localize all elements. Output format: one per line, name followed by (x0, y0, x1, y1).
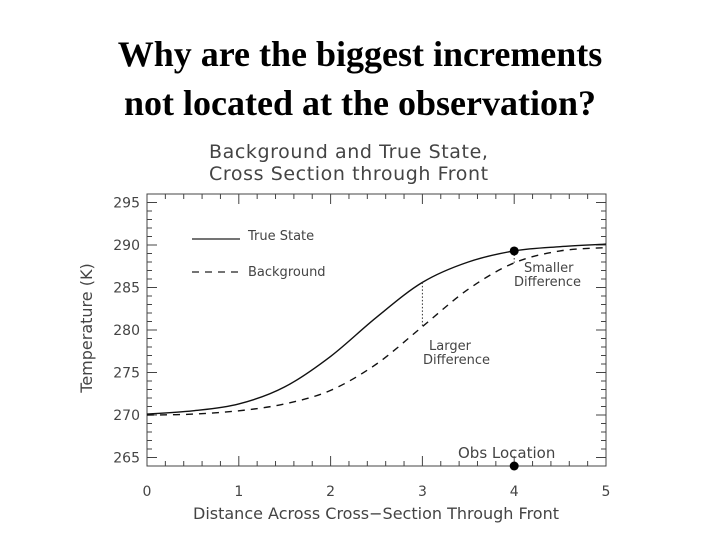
y-tick-label: 290 (113, 238, 140, 254)
series-line-background (146, 246, 607, 416)
y-tick-label: 275 (113, 366, 140, 382)
y-tick-label: 270 (113, 408, 140, 424)
smaller-difference-line2: Difference (514, 275, 581, 290)
y-axis-label: Temperature (K) (77, 263, 96, 393)
smaller-difference-line1: Smaller (524, 261, 574, 276)
x-tick-label: 2 (326, 484, 335, 500)
slide-title-line1: Why are the biggest increments (117, 34, 603, 74)
x-tick-label: 3 (418, 484, 427, 500)
y-tick-label: 265 (113, 451, 140, 467)
larger-difference-line2: Difference (423, 353, 490, 368)
y-tick-label: 295 (113, 196, 140, 212)
annotation-smaller-difference: Smaller Difference (514, 261, 581, 290)
axis-ticks: 265 270 275 280 285 290 295 0 1 2 3 4 5 (113, 193, 611, 500)
legend-true-state-label: True State (247, 229, 314, 244)
slide-title-line2: not located at the observation? (124, 83, 596, 123)
observation-point (509, 246, 519, 256)
obs-location-marker (509, 461, 519, 471)
x-axis-label: Distance Across Cross−Section Through Fr… (193, 504, 559, 523)
chart-title-line2: Cross Section through Front (209, 163, 489, 185)
x-tick-label: 0 (143, 484, 152, 500)
x-tick-label: 1 (234, 484, 243, 500)
legend-background-label: Background (248, 265, 326, 280)
chart-title-line1: Background and True State, (209, 141, 489, 163)
annotation-larger-difference: Larger Difference (423, 339, 490, 368)
x-tick-label: 5 (602, 484, 611, 500)
series-layer (146, 243, 607, 471)
slide-title: Why are the biggest increments not locat… (0, 30, 720, 128)
legend: True State Background (192, 229, 326, 280)
obs-location-label: Obs Location (458, 444, 555, 462)
plot-frame (146, 193, 607, 467)
y-tick-label: 285 (113, 281, 140, 297)
series-line-true-state (146, 243, 607, 415)
larger-difference-line1: Larger (429, 339, 472, 354)
y-tick-label: 280 (113, 323, 140, 339)
x-tick-label: 4 (510, 484, 519, 500)
